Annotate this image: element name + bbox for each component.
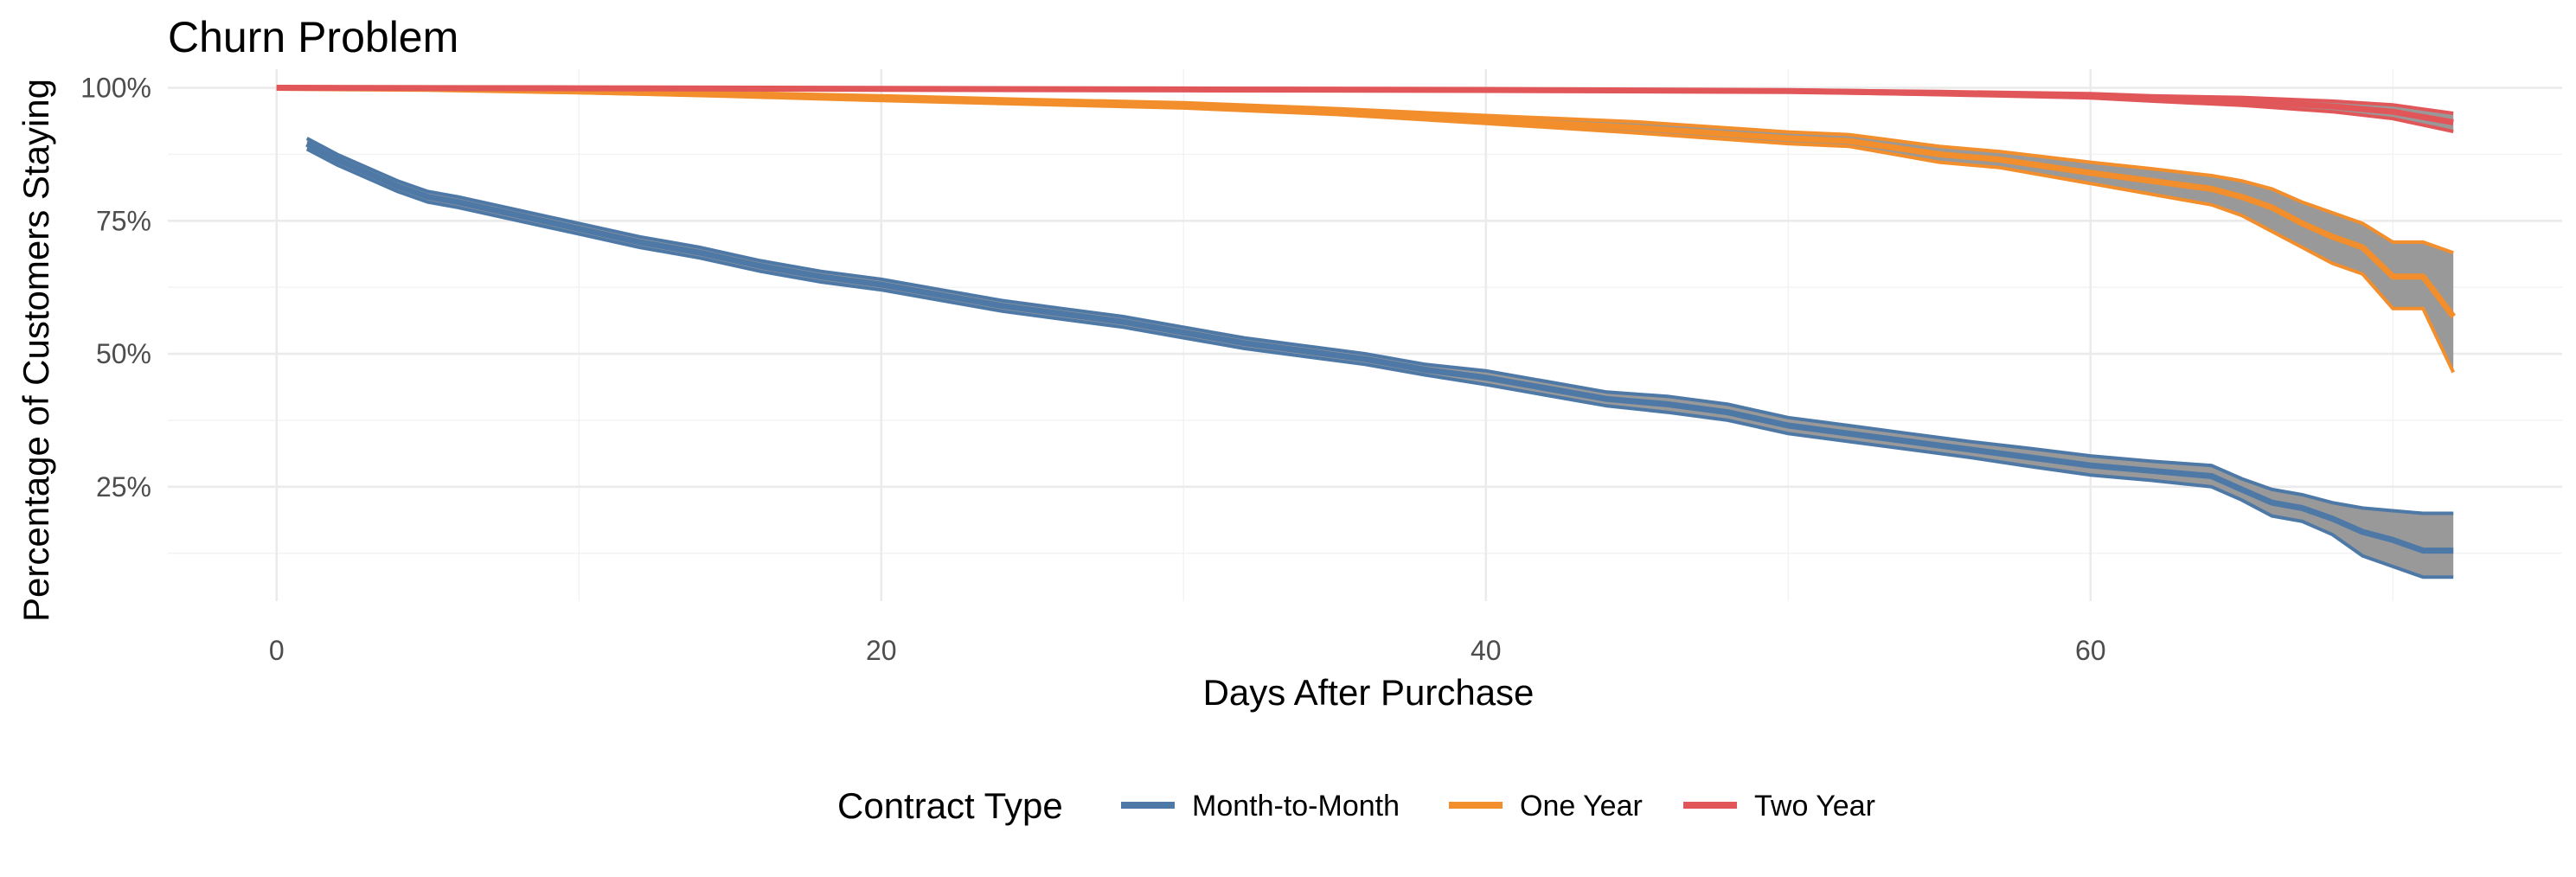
one-year-series-line [276,85,2456,319]
legend-title: Contract Type [837,785,1063,826]
chart-title: Churn Problem [168,13,458,61]
month-to-month-upper-bound-line [305,137,2454,515]
legend-item-one-year: One Year [1449,790,1643,823]
month-to-month-lower-bound-line [305,147,2454,579]
month-to-month-series-line [305,141,2454,554]
x-tick-label: 60 [2075,635,2106,666]
y-tick-label: 25% [96,471,151,503]
y-tick-label: 100% [80,73,151,104]
legend-item-two-year: Two Year [1683,790,1875,823]
x-axis-title: Days After Purchase [1203,672,1535,713]
legend-items: Month-to-Month One Year Two Year [1121,790,1875,823]
legend-label-one-year: One Year [1520,790,1643,823]
legend-item-month-to-month: Month-to-Month [1121,790,1400,823]
legend-label-two-year: Two Year [1754,790,1875,823]
x-tick-label: 20 [866,635,897,666]
legend: Contract Type Month-to-Month One Year Two … [837,785,1875,826]
y-axis-title: Percentage of Customers Staying [16,79,56,622]
two-year-series-line [276,85,2454,125]
tick-labels: 0 20 40 60 25% 50% 75% 100% [80,73,2105,666]
y-tick-label: 50% [96,338,151,369]
x-tick-label: 0 [269,635,285,666]
series-lines [276,85,2456,579]
y-tick-label: 75% [96,205,151,236]
x-tick-label: 40 [1471,635,1502,666]
legend-label-month-to-month: Month-to-Month [1192,790,1400,823]
